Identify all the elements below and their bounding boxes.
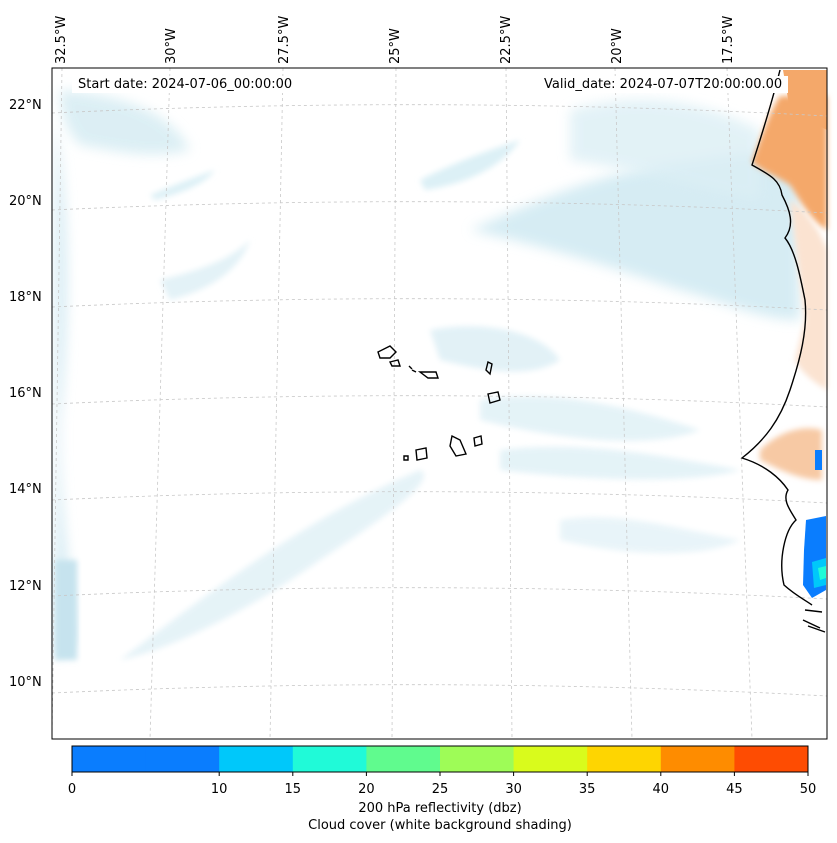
- lon-label-20w: 20°W: [610, 28, 625, 64]
- colorbar-segment: [292, 746, 367, 772]
- reflectivity-layer: [803, 450, 826, 598]
- lat-label-22n: 22°N: [9, 98, 42, 113]
- valid-date-label: Valid_date: 2024-07-07T20:00:00.00: [538, 76, 789, 93]
- start-date-label: Start date: 2024-07-06_00:00:00: [72, 76, 299, 93]
- colorbar-tick-label: 25: [431, 782, 449, 797]
- colorbar-tick-label: 45: [726, 782, 743, 797]
- lat-label-16n: 16°N: [9, 386, 42, 401]
- lat-label-20n: 20°N: [9, 194, 42, 209]
- lat-label-14n: 14°N: [9, 482, 42, 497]
- lon-label-25w: 25°W: [388, 28, 403, 64]
- colorbar-segment: [587, 746, 662, 772]
- colorbar-segment: [72, 746, 147, 772]
- lat-label-10n: 10°N: [9, 675, 42, 690]
- lon-label-17-5w: 17.5°W: [721, 15, 736, 64]
- graticule: [51, 67, 828, 740]
- cloud-cover-layer: [55, 90, 800, 660]
- colorbar-tick-label: 10: [210, 782, 228, 797]
- colorbar-tick-label: 30: [505, 782, 522, 797]
- colorbar-segment: [734, 746, 809, 772]
- colorbar-tick-label: 50: [799, 782, 817, 797]
- colorbar-sublabel: Cloud cover (white background shading): [308, 818, 572, 833]
- colorbar-tick-label: 35: [578, 782, 596, 797]
- lon-label-27-5w: 27.5°W: [277, 15, 292, 64]
- map-frame: [51, 67, 828, 740]
- lon-label-32-5w: 32.5°W: [54, 15, 69, 64]
- colorbar-tick-label: 0: [67, 782, 77, 797]
- colorbar-segment: [366, 746, 441, 772]
- lon-label-22-5w: 22.5°W: [499, 15, 514, 64]
- colorbar-segment: [440, 746, 515, 772]
- colorbar-tick-label: 40: [652, 782, 670, 797]
- warm-shading-layer: [752, 70, 827, 480]
- colorbar-tick-label: 15: [284, 782, 302, 797]
- lat-label-18n: 18°N: [9, 290, 42, 305]
- colorbar-segment: [513, 746, 588, 772]
- colorbar-segment: [219, 746, 294, 772]
- coastline: [377, 69, 826, 633]
- colorbar-segment: [145, 746, 220, 772]
- colorbar: [71, 745, 809, 776]
- colorbar-label: 200 hPa reflectivity (dbz): [358, 801, 522, 816]
- colorbar-segment: [660, 746, 735, 772]
- lon-label-30w: 30°W: [164, 28, 179, 64]
- lat-label-12n: 12°N: [9, 579, 42, 594]
- colorbar-tick-label: 20: [358, 782, 375, 797]
